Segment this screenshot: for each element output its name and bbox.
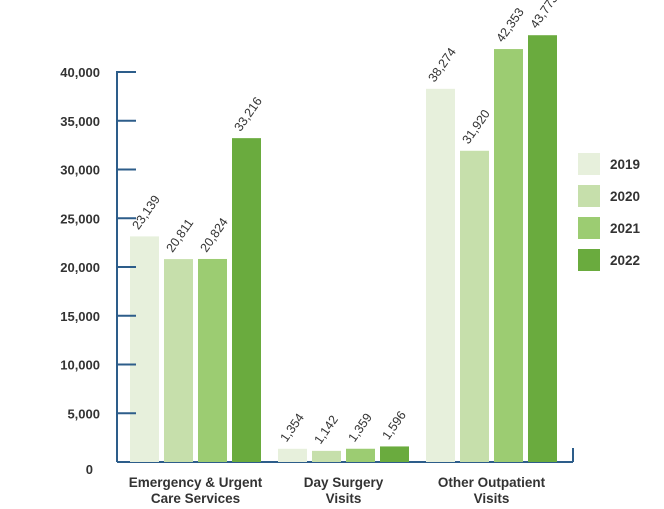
legend-label: 2022 [610,253,640,268]
legend-swatch [578,217,600,239]
legend-label: 2020 [610,189,640,204]
y-tick-label: 20,000 [60,260,100,275]
legend-swatch [578,249,600,271]
legend-label: 2021 [610,221,641,236]
y-tick-label: 30,000 [60,163,100,178]
legend-swatch [578,153,600,175]
bar [198,258,227,462]
bar [130,236,159,462]
bar [426,88,455,463]
bar [232,138,261,463]
bar [494,49,523,462]
y-tick-label: 5,000 [67,406,100,421]
bars [130,35,557,463]
data-label: 42,353 [493,5,526,44]
data-label: 23,139 [129,193,162,232]
y-tick-label: 40,000 [60,65,100,80]
data-label: 1,359 [345,411,374,445]
data-label: 20,811 [163,216,196,255]
bar [164,259,193,462]
data-label: 31,920 [459,107,492,146]
bar [278,448,307,462]
y-tick-label: 0 [86,462,93,477]
data-label: 43,773 [527,0,560,31]
y-tick-label: 15,000 [60,309,100,324]
category-label: Other Outpatient [438,475,546,490]
category-label: Emergency & Urgent [129,475,263,490]
category-label: Visits [474,491,510,506]
category-label: Care Services [151,491,240,506]
y-ticks: 0 5,000 10,000 15,000 20,000 25,000 30,000 35,0… [60,65,136,477]
y-tick-label: 10,000 [60,358,100,373]
data-label: 1,354 [277,411,306,445]
data-label: 20,824 [197,215,230,254]
legend: 2019 2020 2021 2022 [578,153,641,271]
legend-label: 2019 [610,157,640,172]
y-tick-label: 25,000 [60,211,100,226]
data-label: 1,596 [379,408,408,442]
category-label: Visits [326,491,362,506]
data-label: 38,274 [425,45,458,84]
bar [460,150,489,462]
category-label: Day Surgery [304,475,384,490]
data-label: 33,216 [231,94,264,133]
bar [346,448,375,462]
bar [528,35,557,462]
y-tick-label: 35,000 [60,114,100,129]
legend-swatch [578,185,600,207]
data-label: 1,142 [311,413,340,447]
bar [380,446,409,462]
bar [312,450,341,462]
